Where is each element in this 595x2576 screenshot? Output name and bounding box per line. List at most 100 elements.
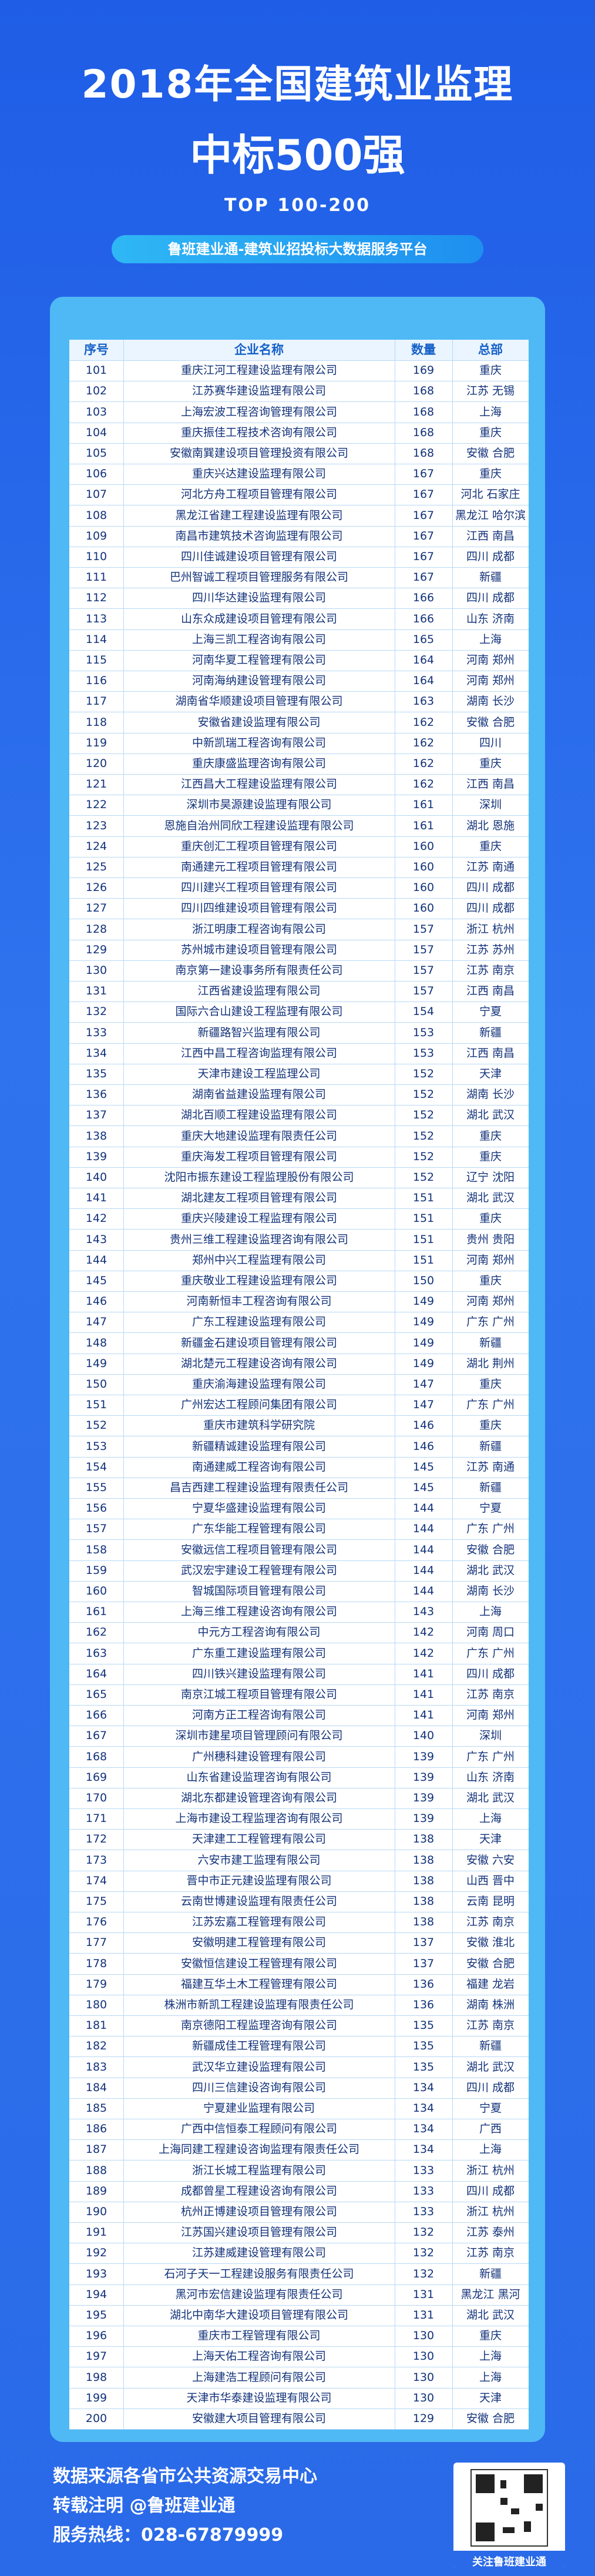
headquarters-cell: 四川 成都	[466, 902, 515, 915]
rank-cell: 166	[85, 1709, 107, 1722]
column-header: 总部	[478, 343, 503, 357]
table-row: 188 浙江长城工程监理有限公司 133 浙江 杭州	[69, 2160, 529, 2182]
rank-cell: 134	[85, 1046, 107, 1060]
table-row: 102 江苏赛华建设监理有限公司 168 江苏 无锡	[69, 381, 529, 403]
headquarters-cell: 湖北 武汉	[466, 2060, 515, 2073]
company-cell: 河南海纳建设管理有限公司	[191, 674, 326, 688]
rank-cell: 198	[85, 2370, 107, 2384]
company-cell: 江苏建威建设管理有限公司	[191, 2246, 326, 2260]
rank-cell: 140	[85, 1171, 107, 1184]
company-cell: 山东省建设监理咨询有限公司	[186, 1770, 332, 1784]
rank-cell: 197	[85, 2350, 107, 2363]
rank-cell: 146	[85, 1295, 107, 1308]
company-cell: 黑龙江省建工程建设监理有限公司	[175, 508, 343, 522]
table-row: 155 昌吉西建工程建设监理有限责任公司 145 新疆	[69, 1478, 529, 1499]
company-cell: 苏州城市建设项目管理有限公司	[180, 943, 337, 956]
table-row: 116 河南海纳建设管理有限公司 164 河南 郑州	[69, 671, 529, 692]
company-cell: 江西中昌工程咨询监理有限公司	[180, 1046, 337, 1060]
headquarters-cell: 重庆	[479, 1378, 502, 1391]
rank-cell: 193	[85, 2267, 107, 2280]
rank-cell: 133	[85, 1026, 107, 1039]
headquarters-cell: 上海	[479, 405, 502, 418]
company-cell: 江苏赛华建设监理有限公司	[191, 384, 326, 398]
headquarters-cell: 重庆	[479, 757, 502, 770]
rank-cell: 104	[85, 426, 107, 439]
company-cell: 广东华能工程管理有限公司	[191, 1522, 326, 1536]
company-cell: 重庆兴达建设监理有限公司	[191, 467, 326, 481]
table-row: 108 黑龙江省建工程建设监理有限公司 167 黑龙江 哈尔滨	[69, 505, 529, 527]
headquarters-cell: 江苏 南京	[466, 2019, 515, 2032]
rank-cell: 130	[85, 964, 107, 977]
rank-cell: 127	[85, 902, 107, 915]
table-row: 153 新疆精诚建设监理有限公司 146 新疆	[69, 1436, 529, 1458]
count-cell: 144	[412, 1563, 435, 1577]
column-header: 企业名称	[234, 343, 284, 357]
headquarters-cell: 江苏 南通	[466, 1460, 515, 1473]
count-cell: 141	[412, 1688, 435, 1701]
table-row: 193 石河子天一工程建设服务有限责任公司 132 新疆	[69, 2264, 529, 2285]
rank-cell: 125	[85, 860, 107, 873]
company-cell: 河南新恒丰工程咨询有限公司	[186, 1295, 332, 1308]
table-row: 189 成都曾星工程建设咨询有限公司 133 四川 成都	[69, 2181, 529, 2202]
headquarters-cell: 上海	[479, 632, 502, 646]
table-row: 162 中元方工程咨询有限公司 142 河南 周口	[69, 1622, 529, 1644]
rank-cell: 135	[85, 1067, 107, 1080]
rank-cell: 179	[85, 1977, 107, 1991]
company-cell: 上海三凯工程咨询有限公司	[191, 632, 326, 646]
company-cell: 中新凯瑞工程咨询有限公司	[191, 736, 326, 749]
count-cell: 162	[412, 778, 435, 791]
table-row: 183 武汉华立建设监理有限公司 135 湖北 武汉	[69, 2057, 529, 2078]
company-cell: 浙江长城工程监理有限公司	[191, 2163, 326, 2177]
count-cell: 168	[412, 426, 435, 439]
rank-cell: 190	[85, 2205, 107, 2218]
table-row: 132 国际六合山建设工程监理有限公司 154 宁夏	[69, 1001, 529, 1023]
table-row: 176 江苏宏嘉工程管理有限公司 138 江苏 南京	[69, 1912, 529, 1934]
company-cell: 新疆金石建设项目管理有限公司	[180, 1336, 337, 1349]
rank-cell: 148	[85, 1336, 107, 1349]
headquarters-cell: 重庆	[479, 426, 502, 439]
table-row: 117 湖南省华顺建设项目管理有限公司 163 湖南 长沙	[69, 691, 529, 713]
headquarters-cell: 湖北 武汉	[466, 2309, 515, 2322]
count-cell: 151	[412, 1232, 435, 1246]
table-row: 181 南京德阳工程监理咨询有限公司 135 江苏 南京	[69, 2015, 529, 2037]
table-row: 148 新疆金石建设项目管理有限公司 149 新疆	[69, 1333, 529, 1354]
count-cell: 152	[412, 1171, 435, 1184]
rank-cell: 153	[85, 1439, 107, 1453]
table-row: 170 湖北东都建设管理咨询有限公司 139 湖北 武汉	[69, 1788, 529, 1809]
headquarters-cell: 湖南 长沙	[466, 1585, 515, 1597]
rank-cell: 154	[85, 1460, 107, 1473]
rank-cell: 111	[85, 571, 107, 584]
count-cell: 141	[412, 1709, 435, 1722]
company-cell: 天津建工工程管理有限公司	[191, 1833, 326, 1846]
company-cell: 宁夏华盛建设监理有限公司	[191, 1502, 326, 1515]
company-cell: 晋中市正元建设监理有限公司	[186, 1874, 332, 1887]
company-cell: 四川三信建设咨询有限公司	[191, 2081, 326, 2094]
footer-hotline: 服务热线：028-67879999	[53, 2525, 284, 2545]
rank-cell: 157	[85, 1522, 107, 1536]
rank-cell: 124	[85, 839, 107, 853]
company-cell: 湖北中南华大建设项目管理有限公司	[169, 2309, 348, 2322]
table-row: 163 广东重工建设监理有限公司 142 广东 广州	[69, 1643, 529, 1664]
rank-cell: 189	[85, 2184, 107, 2198]
headquarters-cell: 广东 广州	[466, 1646, 515, 1660]
table-row: 191 江苏国兴建设项目管理有限公司 132 江苏 泰州	[69, 2222, 529, 2244]
count-cell: 133	[412, 2184, 435, 2198]
count-cell: 146	[412, 1439, 435, 1453]
company-cell: 广东重工建设监理有限公司	[191, 1646, 326, 1660]
rank-cell: 101	[85, 364, 107, 377]
count-cell: 131	[412, 2287, 435, 2301]
table-row: 140 沈阳市振东建设工程监理股份有限公司 152 辽宁 沈阳	[69, 1167, 529, 1188]
company-cell: 湖北东都建设管理咨询有限公司	[180, 1791, 337, 1804]
table-row: 142 重庆兴陵建设工程监理有限公司 151 重庆	[69, 1208, 529, 1230]
table-row: 184 四川三信建设咨询有限公司 134 四川 成都	[69, 2078, 529, 2099]
count-cell: 144	[412, 1522, 435, 1536]
count-cell: 160	[412, 860, 435, 873]
table-row: 121 江西昌大工程建设监理有限公司 162 江西 南昌	[69, 774, 529, 796]
company-cell: 上海三维工程建设咨询有限公司	[180, 1605, 337, 1619]
rank-cell: 141	[85, 1191, 107, 1205]
table-row: 125 南通建元工程项目管理有限公司 160 江苏 南通	[69, 857, 529, 878]
qr-code	[453, 2463, 565, 2568]
count-cell: 157	[412, 964, 435, 977]
company-cell: 安徽南巽建设项目管理投资有限公司	[169, 447, 348, 460]
headquarters-cell: 天津	[479, 1833, 502, 1846]
